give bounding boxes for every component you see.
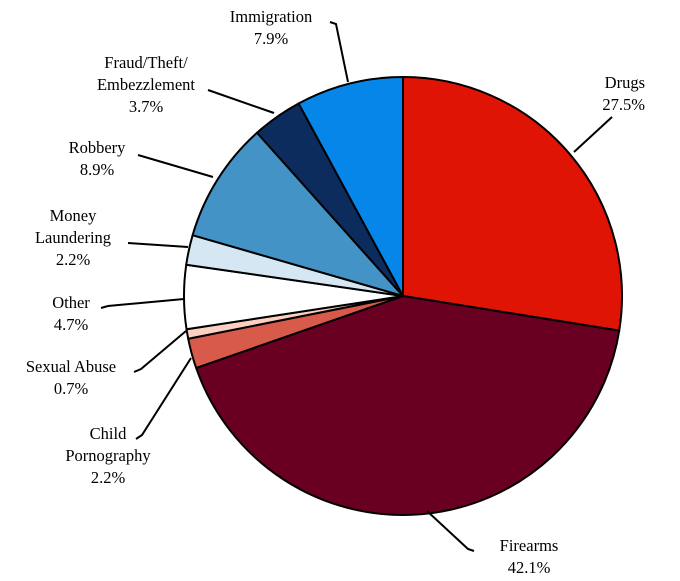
label-fraud-theft-embezzlement: Fraud/Theft/Embezzlement 3.7% [97, 53, 195, 116]
label-percent-other: 4.7% [54, 315, 89, 334]
label-percent-child-pornography: 2.2% [91, 468, 126, 487]
label-name-money-laundering: Laundering [35, 228, 111, 247]
label-child-pornography: Child Pornography 2.2% [65, 424, 151, 487]
leader-line-sexual-abuse [133, 330, 187, 373]
slice-immigration [297, 76, 404, 297]
label-robbery: Robbery 8.9% [69, 138, 127, 179]
leader-line-fraud-theft-embezzlement [207, 89, 275, 114]
label-name-firearms: Firearms [500, 536, 559, 555]
leader-line-robbery [137, 154, 214, 178]
slice-drugs [402, 76, 623, 332]
leader-line-child-pornography [135, 357, 192, 440]
label-name-other: Other [52, 293, 90, 312]
leader-line-firearms [426, 510, 475, 552]
slice-robbery [191, 131, 404, 297]
label-name-robbery: Robbery [69, 138, 127, 157]
label-percent-sexual-abuse: 0.7% [54, 379, 89, 398]
label-drugs: Drugs 27.5% [602, 73, 645, 114]
label-name-fraud-theft-embezzlement: Embezzlement [97, 75, 195, 94]
label-name-drugs: Drugs [605, 73, 645, 92]
leader-lines-group [100, 21, 613, 552]
label-other: Other 4.7% [52, 293, 90, 334]
label-name-immigration: Immigration [230, 7, 312, 26]
slice-labels-group: Drugs 27.5% Firearms 42.1% Child Pornography 2… [26, 7, 645, 577]
label-name-child-pornography: Child [90, 424, 127, 443]
label-name-child-pornography: Pornography [65, 446, 151, 465]
label-sexual-abuse: Sexual Abuse 0.7% [26, 357, 116, 398]
label-percent-money-laundering: 2.2% [56, 250, 91, 269]
leader-line-money-laundering [127, 242, 189, 248]
label-percent-immigration: 7.9% [254, 29, 289, 48]
label-money-laundering: Money Laundering 2.2% [35, 206, 111, 269]
label-percent-fraud-theft-embezzlement: 3.7% [129, 97, 164, 116]
label-name-money-laundering: Money [50, 206, 97, 225]
slice-firearms [195, 295, 621, 516]
leader-line-immigration [329, 21, 349, 83]
leader-line-other [100, 298, 185, 309]
leader-line-drugs [573, 116, 613, 153]
label-percent-firearms: 42.1% [508, 558, 551, 577]
label-name-sexual-abuse: Sexual Abuse [26, 357, 116, 376]
label-firearms: Firearms 42.1% [500, 536, 559, 577]
label-name-fraud-theft-embezzlement: Fraud/Theft/ [104, 53, 188, 72]
slices-group [183, 76, 623, 516]
label-percent-drugs: 27.5% [602, 95, 645, 114]
label-percent-robbery: 8.9% [80, 160, 115, 179]
label-immigration: Immigration 7.9% [230, 7, 312, 48]
